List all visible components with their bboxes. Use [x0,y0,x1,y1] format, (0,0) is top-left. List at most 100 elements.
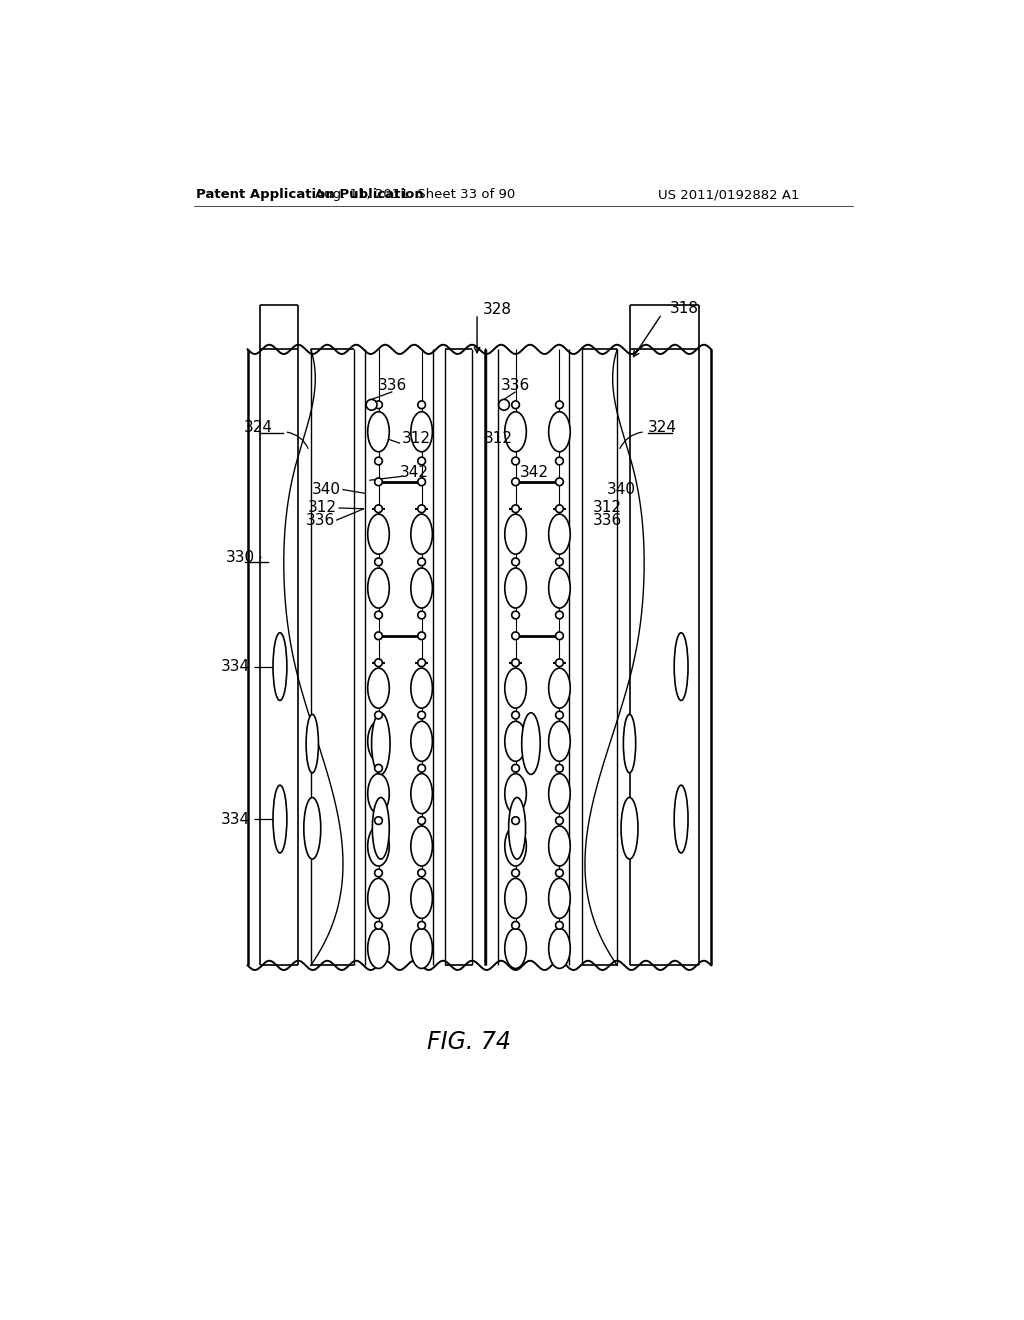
Ellipse shape [624,714,636,774]
Text: 340: 340 [606,482,636,498]
Circle shape [556,869,563,876]
Circle shape [556,478,563,486]
Ellipse shape [505,568,526,609]
Circle shape [556,711,563,719]
Ellipse shape [273,785,287,853]
Circle shape [375,558,382,566]
Text: 342: 342 [400,465,429,480]
Circle shape [512,611,519,619]
Circle shape [556,611,563,619]
Ellipse shape [411,568,432,609]
Text: 340: 340 [311,482,341,498]
Ellipse shape [368,721,389,762]
Ellipse shape [368,774,389,813]
Ellipse shape [505,878,526,919]
Circle shape [556,921,563,929]
Ellipse shape [621,797,638,859]
Ellipse shape [549,928,570,969]
Circle shape [512,817,519,825]
Circle shape [367,400,377,411]
Circle shape [418,401,425,409]
Circle shape [418,632,425,640]
Text: 336: 336 [593,512,622,528]
Ellipse shape [505,515,526,554]
Text: 336: 336 [378,378,407,393]
Text: 324: 324 [648,420,677,436]
Ellipse shape [368,928,389,969]
Circle shape [556,401,563,409]
Circle shape [375,611,382,619]
Ellipse shape [411,928,432,969]
Ellipse shape [411,878,432,919]
Circle shape [512,764,519,772]
Circle shape [418,611,425,619]
Circle shape [512,504,519,512]
Ellipse shape [368,668,389,708]
Text: 312: 312 [401,432,431,446]
Circle shape [418,711,425,719]
Ellipse shape [306,714,318,774]
Circle shape [375,457,382,465]
Ellipse shape [549,515,570,554]
Ellipse shape [549,721,570,762]
Circle shape [375,869,382,876]
Circle shape [418,504,425,512]
Text: Patent Application Publication: Patent Application Publication [196,187,424,201]
Ellipse shape [411,826,432,866]
Circle shape [418,921,425,929]
Circle shape [375,478,382,486]
Ellipse shape [373,797,389,859]
Circle shape [418,764,425,772]
Circle shape [499,400,509,411]
Ellipse shape [368,826,389,866]
Ellipse shape [521,713,541,775]
Text: 312: 312 [483,432,512,446]
Ellipse shape [505,721,526,762]
Circle shape [375,504,382,512]
Ellipse shape [411,412,432,451]
Circle shape [375,659,382,667]
Circle shape [512,632,519,640]
Circle shape [375,764,382,772]
Circle shape [418,478,425,486]
Circle shape [512,457,519,465]
Circle shape [375,632,382,640]
Circle shape [512,921,519,929]
Ellipse shape [549,668,570,708]
Circle shape [418,558,425,566]
Text: US 2011/0192882 A1: US 2011/0192882 A1 [658,187,800,201]
Circle shape [556,504,563,512]
Circle shape [375,817,382,825]
Ellipse shape [549,878,570,919]
Ellipse shape [411,721,432,762]
Circle shape [375,401,382,409]
Ellipse shape [273,632,287,701]
Text: 312: 312 [593,500,622,516]
Text: 334: 334 [221,812,250,826]
Circle shape [418,457,425,465]
Circle shape [512,478,519,486]
Ellipse shape [304,797,321,859]
Text: 324: 324 [244,420,273,436]
Circle shape [556,764,563,772]
Text: 342: 342 [519,465,549,480]
Ellipse shape [549,774,570,813]
Circle shape [512,869,519,876]
Text: FIG. 74: FIG. 74 [427,1031,511,1055]
Text: Aug. 11, 2011  Sheet 33 of 90: Aug. 11, 2011 Sheet 33 of 90 [315,187,516,201]
Ellipse shape [549,568,570,609]
Circle shape [375,921,382,929]
Circle shape [512,659,519,667]
Ellipse shape [368,568,389,609]
Ellipse shape [505,928,526,969]
Ellipse shape [505,668,526,708]
Ellipse shape [411,774,432,813]
Text: 328: 328 [482,302,511,317]
Text: 318: 318 [670,301,698,315]
Circle shape [556,457,563,465]
Text: 336: 336 [305,512,335,528]
Ellipse shape [411,515,432,554]
Ellipse shape [505,412,526,451]
Circle shape [556,558,563,566]
Text: 336: 336 [501,378,530,393]
